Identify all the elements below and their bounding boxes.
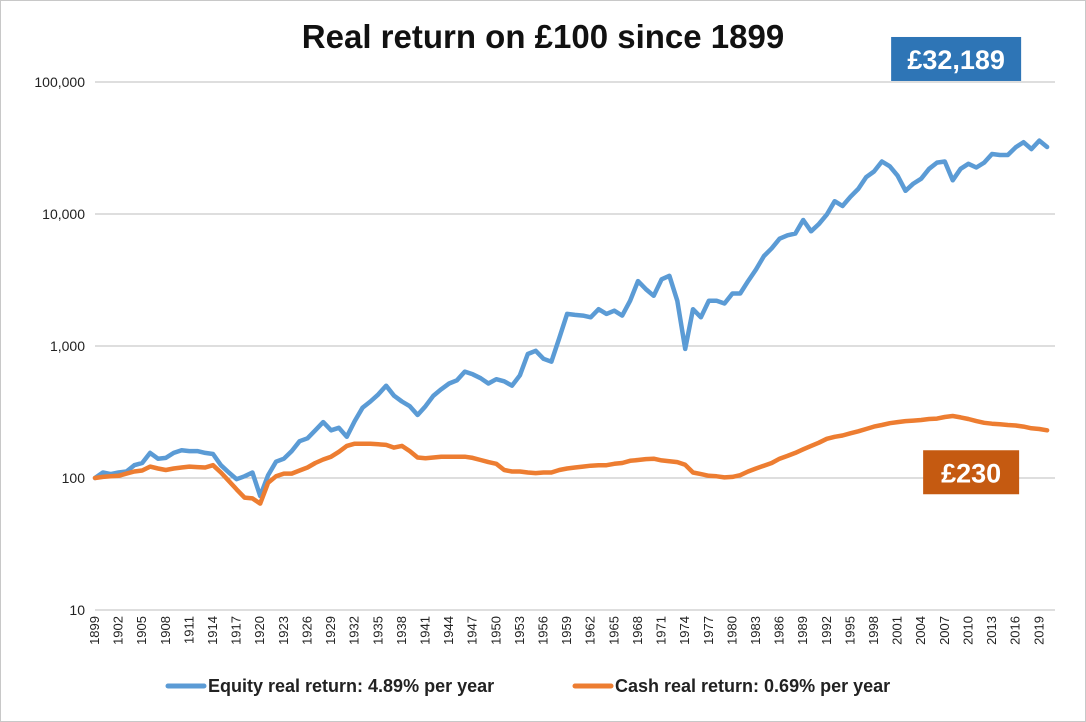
end-labels: £32,189 £230: [891, 36, 1022, 495]
x-tick-label: 2010: [960, 616, 975, 645]
end-label-text: £32,189: [907, 45, 1005, 75]
x-tick-label: 1932: [347, 616, 362, 645]
legend-label: Cash real return: 0.69% per year: [615, 676, 890, 696]
x-tick-label: 1962: [583, 616, 598, 645]
x-tick-label: 1971: [654, 616, 669, 645]
equity-series-line: [92, 138, 1050, 499]
x-tick-label: 1995: [842, 616, 857, 645]
x-tick-label: 1998: [866, 616, 881, 645]
x-tick-label: 1974: [677, 616, 692, 645]
x-tick-label: 2016: [1008, 616, 1023, 645]
x-tick-label: 1956: [536, 616, 551, 645]
chart-title: Real return on £100 since 1899: [301, 18, 785, 55]
y-tick-label: 1,000: [50, 338, 85, 354]
x-tick-label: 1968: [630, 616, 645, 645]
x-tick-label: 1947: [465, 616, 480, 645]
x-tick-label: 1953: [512, 616, 527, 645]
x-tick-label: 1914: [205, 616, 220, 645]
x-tick-label: 1938: [394, 616, 409, 645]
equity-end-label: £32,189: [891, 36, 1022, 81]
x-tick-label: 1923: [276, 616, 291, 645]
x-tick-label: 1977: [701, 616, 716, 645]
cash-end-label: £230: [923, 450, 1020, 495]
legend-item-equity: Equity real return: 4.89% per year: [165, 676, 494, 696]
x-tick-label: 1911: [181, 616, 196, 644]
x-tick-label: 1902: [111, 616, 126, 645]
x-tick-label: 1950: [488, 616, 503, 645]
x-tick-label: 1920: [252, 616, 267, 645]
y-axis-ticks: 10 100 1,000 10,000 100,000: [34, 74, 85, 618]
x-axis-ticks: 1899 1902 1905 1908 1911 1914 1917 1920 1923 1926…: [87, 616, 1046, 645]
x-tick-label: 1917: [229, 616, 244, 645]
x-tick-label: 1905: [134, 616, 149, 645]
legend-item-cash: Cash real return: 0.69% per year: [572, 676, 890, 696]
end-label-text: £230: [941, 458, 1001, 488]
y-tick-label: 10,000: [42, 206, 85, 222]
x-tick-label: 1992: [819, 616, 834, 645]
x-tick-label: 1941: [417, 616, 432, 645]
legend-label: Equity real return: 4.89% per year: [208, 676, 494, 696]
x-tick-label: 1908: [158, 616, 173, 645]
x-tick-label: 1959: [559, 616, 574, 645]
x-tick-label: 2004: [913, 616, 928, 645]
x-tick-label: 1899: [87, 616, 102, 645]
grid-lines: [95, 81, 1055, 611]
x-tick-label: 1989: [795, 616, 810, 645]
x-tick-label: 2007: [937, 616, 952, 645]
series-lines: [92, 138, 1050, 506]
x-tick-label: 2001: [890, 616, 905, 645]
y-tick-label: 100: [62, 470, 86, 486]
cash-series-line: [92, 413, 1050, 506]
x-tick-label: 1944: [441, 616, 456, 645]
legend: Equity real return: 4.89% per year Cash r…: [165, 676, 890, 696]
x-tick-label: 2019: [1031, 616, 1046, 645]
x-tick-label: 1929: [323, 616, 338, 645]
y-tick-label: 100,000: [34, 74, 85, 90]
x-tick-label: 1986: [772, 616, 787, 645]
x-tick-label: 1983: [748, 616, 763, 645]
x-tick-label: 1926: [299, 616, 314, 645]
x-tick-label: 1980: [724, 616, 739, 645]
end-label-box: [923, 450, 1020, 495]
x-tick-label: 2013: [984, 616, 999, 645]
x-tick-label: 1935: [370, 616, 385, 645]
end-label-box: [891, 36, 1022, 81]
y-tick-label: 10: [69, 602, 85, 618]
x-tick-label: 1965: [606, 616, 621, 645]
